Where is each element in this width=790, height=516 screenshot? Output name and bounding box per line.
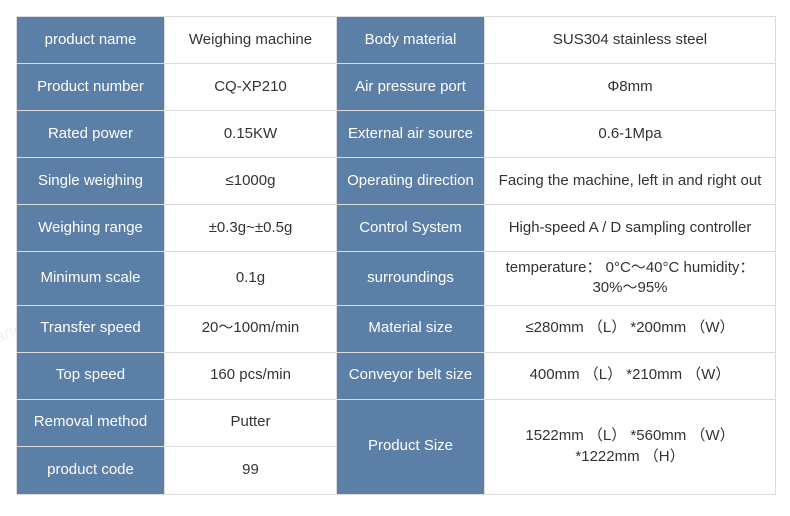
- value-air-pressure-port: Φ8mm: [485, 64, 775, 111]
- label-transfer-speed: Transfer speed: [17, 306, 165, 353]
- value-material-size: ≤280mm （L） *200mm （W）: [485, 306, 775, 353]
- spec-table: product name Weighing machine Body mater…: [16, 16, 776, 495]
- value-conveyor-belt-size: 400mm （L） *210mm （W）: [485, 353, 775, 400]
- value-minimum-scale: 0.1g: [165, 252, 337, 306]
- label-control-system: Control System: [337, 205, 485, 252]
- label-product-number: Product number: [17, 64, 165, 111]
- value-external-air-source: 0.6-1Mpa: [485, 111, 775, 158]
- value-surroundings: temperature： 0°C～40°C humidity：30%～95%: [485, 252, 775, 306]
- table-row: Single weighing ≤1000g Operating directi…: [17, 158, 775, 205]
- table-bottom-merged: Removal method Putter product code 99 Pr…: [17, 400, 775, 494]
- table-row: Minimum scale 0.1g surroundings temperat…: [17, 252, 775, 306]
- label-surroundings: surroundings: [337, 252, 485, 306]
- label-rated-power: Rated power: [17, 111, 165, 158]
- label-product-name: product name: [17, 17, 165, 64]
- table-row: Product number CQ-XP210 Air pressure por…: [17, 64, 775, 111]
- value-product-size: 1522mm （L） *560mm （W） *1222mm （H）: [485, 400, 775, 494]
- value-removal-method: Putter: [165, 400, 337, 447]
- label-removal-method: Removal method: [17, 400, 165, 447]
- label-conveyor-belt-size: Conveyor belt size: [337, 353, 485, 400]
- label-minimum-scale: Minimum scale: [17, 252, 165, 306]
- value-operating-direction: Facing the machine, left in and right ou…: [485, 158, 775, 205]
- label-product-size: Product Size: [337, 400, 485, 494]
- value-transfer-speed: 20～100m/min: [165, 306, 337, 353]
- value-body-material: SUS304 stainless steel: [485, 17, 775, 64]
- label-weighing-range: Weighing range: [17, 205, 165, 252]
- label-product-code: product code: [17, 447, 165, 494]
- table-row: Transfer speed 20～100m/min Material size…: [17, 306, 775, 353]
- label-external-air-source: External air source: [337, 111, 485, 158]
- value-single-weighing: ≤1000g: [165, 158, 337, 205]
- value-product-number: CQ-XP210: [165, 64, 337, 111]
- label-operating-direction: Operating direction: [337, 158, 485, 205]
- value-product-code: 99: [165, 447, 337, 494]
- value-top-speed: 160 pcs/min: [165, 353, 337, 400]
- table-row: Rated power 0.15KW External air source 0…: [17, 111, 775, 158]
- value-control-system: High-speed A / D sampling controller: [485, 205, 775, 252]
- value-weighing-range: ±0.3g~±0.5g: [165, 205, 337, 252]
- label-air-pressure-port: Air pressure port: [337, 64, 485, 111]
- table-row: Top speed 160 pcs/min Conveyor belt size…: [17, 353, 775, 400]
- table-row: product name Weighing machine Body mater…: [17, 17, 775, 64]
- label-body-material: Body material: [337, 17, 485, 64]
- value-rated-power: 0.15KW: [165, 111, 337, 158]
- table-row: Weighing range ±0.3g~±0.5g Control Syste…: [17, 205, 775, 252]
- label-top-speed: Top speed: [17, 353, 165, 400]
- value-product-name: Weighing machine: [165, 17, 337, 64]
- label-single-weighing: Single weighing: [17, 158, 165, 205]
- label-material-size: Material size: [337, 306, 485, 353]
